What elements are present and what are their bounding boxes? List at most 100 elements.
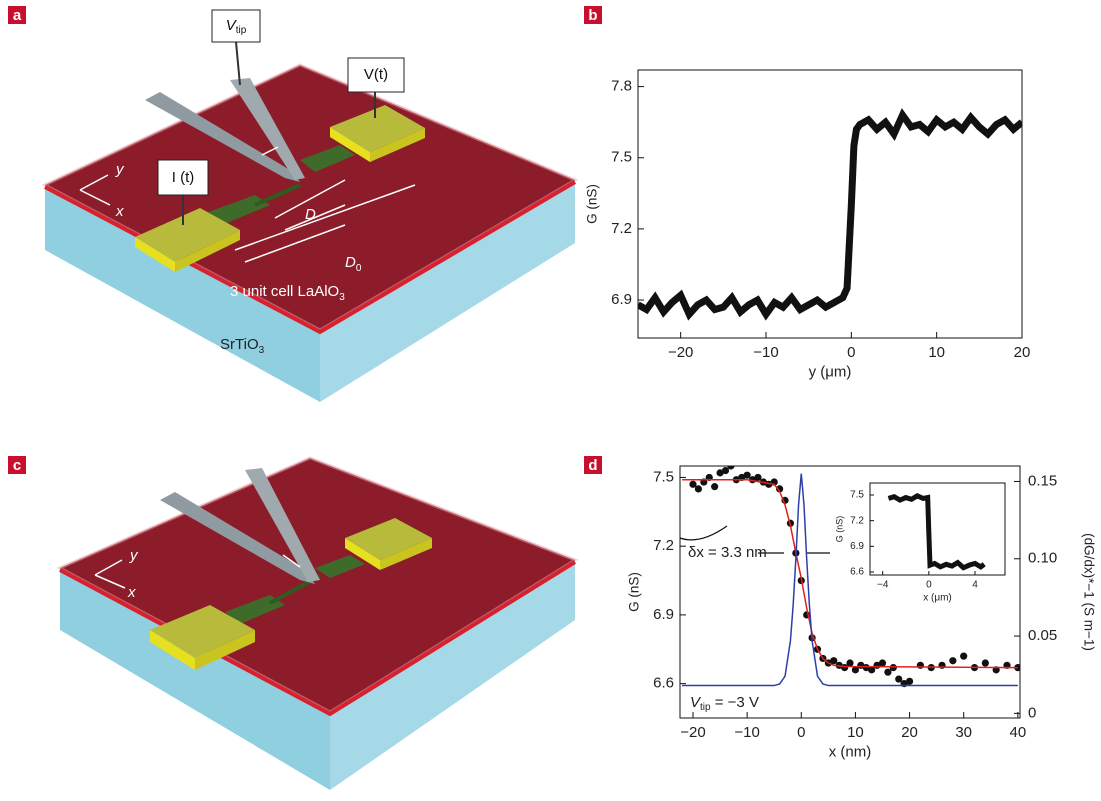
pad-side — [380, 538, 432, 570]
x-tick-label: 20 — [1014, 344, 1031, 361]
pad — [135, 208, 240, 262]
data-point — [743, 471, 751, 479]
data-point — [721, 466, 730, 475]
dimension-label: D — [305, 206, 316, 223]
label-main: SrTiO — [220, 336, 259, 353]
data-point — [694, 485, 703, 493]
layer-edge — [44, 180, 577, 335]
substrate-label: SrTiO3 — [220, 336, 265, 356]
y2-tick-label: 0 — [1028, 704, 1036, 721]
annotation: δx = 3.3 nm — [688, 544, 767, 561]
data-point — [916, 661, 924, 669]
panel-label-box — [584, 456, 602, 474]
data-point — [960, 652, 968, 660]
data-point — [878, 659, 887, 667]
pad-side — [370, 128, 425, 162]
data-line — [638, 108, 1022, 321]
data-point — [776, 485, 784, 493]
axes-arrows — [94, 554, 301, 589]
panel-label-box — [8, 6, 26, 24]
axis-label: y — [129, 547, 139, 564]
annotation-arrows — [679, 525, 830, 554]
pad — [345, 518, 432, 560]
axis-label: x — [115, 203, 124, 220]
data-point — [846, 659, 854, 667]
data-point — [949, 657, 957, 665]
diagram-a: Vtip V(t) I (t) y x D D0 3 unit cell LaA… — [41, 9, 579, 402]
data-point — [830, 657, 838, 665]
x-axis-label: x (nm) — [829, 743, 872, 760]
data-point — [754, 473, 762, 482]
data-point — [689, 480, 697, 488]
x-tick-label: 10 — [847, 724, 864, 741]
label-box — [157, 159, 209, 196]
x-tick-label: 20 — [901, 724, 918, 741]
x-tick-label: −4 — [877, 580, 889, 591]
plot-area — [638, 108, 1022, 321]
x-tick-label: 0 — [797, 724, 805, 741]
y-tick-label: 7.5 — [653, 468, 674, 485]
data-line — [887, 493, 986, 571]
y2-axis-label: (dG/dx)*−1 (S m−1) — [1081, 533, 1096, 651]
x-tick-label: 30 — [955, 724, 972, 741]
panel-label-box — [8, 456, 26, 474]
pad-side — [345, 538, 380, 570]
data-point — [868, 666, 876, 674]
frame — [679, 465, 1021, 719]
x-tick-label: 0 — [847, 344, 855, 361]
x-axis-label: x (μm) — [923, 593, 952, 604]
annotation-sub: tip — [700, 702, 711, 713]
label-sub: 0 — [356, 263, 362, 274]
wire — [254, 183, 301, 207]
y-tick-label: 6.6 — [850, 567, 864, 578]
pad — [150, 605, 255, 658]
panel-label: b — [588, 7, 597, 24]
panel-label-box — [584, 6, 602, 24]
label-main: V — [226, 17, 238, 34]
y-tick-label: 6.9 — [611, 291, 632, 308]
panel-label: d — [588, 457, 597, 474]
x-tick-label: 40 — [1009, 724, 1026, 741]
y-axis-label: G (nS) — [834, 516, 844, 543]
label-sub: 3 — [259, 345, 265, 356]
pad — [330, 105, 425, 152]
dimension-label: D0 — [345, 254, 362, 274]
charts: −20 −10 0 10 20 6.9 7.2 7.5 7.8 y (μm) G (nS) −20 −1… — [585, 69, 1096, 760]
data-point — [716, 469, 724, 477]
data-point — [889, 664, 897, 672]
y2-tick-label: 0.05 — [1028, 627, 1057, 644]
layer-label: 3 unit cell LaAlO3 — [230, 283, 345, 303]
x-axis-label: y (μm) — [809, 363, 852, 380]
substrate-face — [330, 560, 575, 790]
label-main: D — [345, 254, 356, 271]
x-tick-label: −10 — [753, 344, 778, 361]
label-sub: 3 — [339, 292, 345, 303]
plot-area — [682, 466, 1020, 688]
y-tick-label: 6.9 — [653, 606, 674, 623]
label: Vtip — [226, 17, 247, 36]
electrode — [315, 555, 365, 578]
x-tick-label: −10 — [734, 724, 759, 741]
y-tick-label: 6.9 — [850, 541, 864, 552]
x-tick-label: 4 — [972, 580, 978, 591]
data-point — [851, 666, 860, 674]
y-tick-label: 7.2 — [611, 220, 632, 237]
data-point — [981, 659, 989, 667]
tip — [230, 78, 305, 180]
y-axis-label: G (nS) — [585, 184, 600, 224]
y-tick-label: 7.2 — [653, 537, 674, 554]
y-tick-label: 7.5 — [611, 149, 632, 166]
data-point — [711, 483, 719, 491]
plot-area — [887, 493, 986, 571]
annotation: Vtip = −3 V — [690, 694, 759, 713]
label-box — [211, 9, 261, 43]
data-point — [884, 668, 892, 676]
axis-label: y — [115, 161, 125, 178]
pad-side — [175, 230, 240, 272]
layer-edge — [59, 560, 577, 717]
data-line — [682, 473, 1018, 687]
label-main: 3 unit cell LaAlO — [230, 283, 339, 300]
pad-side — [150, 630, 195, 670]
axes-arrows — [79, 146, 416, 263]
